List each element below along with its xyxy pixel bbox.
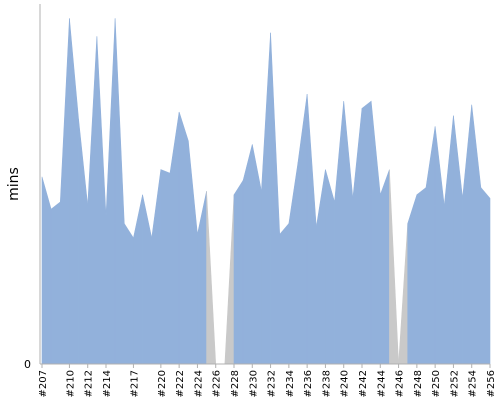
y-tick-label: 0: [24, 358, 31, 371]
build-duration-segment: [297, 93, 308, 365]
build-duration-segment: [123, 222, 134, 365]
x-tick-label: #214: [102, 370, 113, 397]
build-duration-segment: [471, 104, 482, 365]
failed-build-segment: [224, 194, 235, 365]
x-tick-label: #226: [212, 370, 223, 397]
build-duration-segment: [361, 100, 372, 365]
build-duration-segment: [50, 201, 61, 365]
build-duration-segment: [462, 104, 473, 365]
x-tick-label: #244: [376, 370, 387, 397]
y-ticks: 0: [24, 358, 31, 371]
build-duration-segment: [288, 162, 299, 365]
x-tick-label: #248: [413, 370, 424, 397]
build-duration-segment: [251, 144, 262, 365]
x-tick-label: #242: [358, 370, 369, 397]
build-duration-segment: [453, 115, 463, 365]
build-duration-segment: [242, 144, 253, 365]
x-tick-label: #236: [303, 370, 314, 397]
build-duration-segment: [443, 115, 454, 365]
build-duration-segment: [334, 101, 345, 365]
build-duration-segment: [169, 111, 180, 365]
x-tick-label: #232: [267, 370, 278, 397]
build-duration-segment: [416, 186, 427, 365]
build-duration-segment: [379, 169, 390, 365]
x-tick-label: #228: [230, 370, 241, 397]
x-tick-label: #220: [157, 370, 168, 397]
build-duration-segment: [96, 36, 107, 365]
x-tick-label: #217: [129, 370, 140, 397]
build-duration-segment: [178, 111, 189, 365]
x-tick-label: #246: [395, 370, 406, 397]
x-tick-label: #252: [449, 370, 460, 397]
build-duration-segment: [59, 18, 70, 365]
x-tick-label: #238: [321, 370, 332, 397]
x-tick-label: #256: [486, 370, 497, 397]
build-duration-segment: [325, 169, 335, 365]
x-tick-label: #240: [340, 370, 351, 397]
build-duration-segment: [78, 119, 89, 365]
build-duration-segment: [352, 108, 363, 365]
x-tick-label: #254: [468, 370, 479, 397]
build-duration-segment: [105, 18, 116, 365]
build-duration-segment: [87, 36, 98, 365]
build-duration-segment: [434, 126, 445, 365]
build-duration-segment: [315, 169, 326, 365]
build-duration-segment: [480, 186, 491, 365]
build-duration-segment: [233, 179, 244, 365]
area-series: [41, 18, 491, 365]
x-tick-label: #212: [84, 370, 95, 397]
y-axis-label: mins: [6, 167, 22, 201]
failed-build-segment: [389, 169, 399, 365]
build-duration-segment: [370, 101, 381, 365]
build-duration-segment: [69, 18, 79, 365]
x-tick-label: #207: [38, 370, 49, 397]
build-duration-segment: [114, 18, 125, 365]
build-duration-segment: [270, 32, 281, 365]
build-duration-segment: [142, 194, 153, 365]
failed-build-segment: [206, 191, 217, 365]
x-tick-label: #222: [175, 370, 186, 397]
build-duration-segment: [41, 176, 52, 365]
x-tick-label: #230: [248, 370, 259, 397]
build-duration-segment: [306, 93, 317, 365]
x-ticks: #207 #210 #212 #214 #217 #220 #222 #224 #226 #228…: [38, 364, 497, 397]
build-duration-segment: [160, 169, 171, 365]
build-duration-segment: [425, 126, 436, 365]
build-duration-segment: [151, 169, 162, 365]
x-tick-label: #210: [65, 370, 76, 397]
build-duration-segment: [279, 222, 290, 365]
build-duration-segment: [407, 194, 418, 365]
build-duration-segment: [261, 32, 271, 365]
x-tick-label: #224: [193, 370, 204, 397]
build-duration-segment: [133, 194, 143, 365]
build-duration-segment: [197, 191, 207, 365]
build-duration-segment: [187, 140, 198, 365]
build-duration-segment: [343, 101, 354, 365]
x-tick-label: #234: [285, 370, 296, 397]
failed-build-segment: [398, 223, 409, 365]
x-tick-label: #250: [431, 370, 442, 397]
